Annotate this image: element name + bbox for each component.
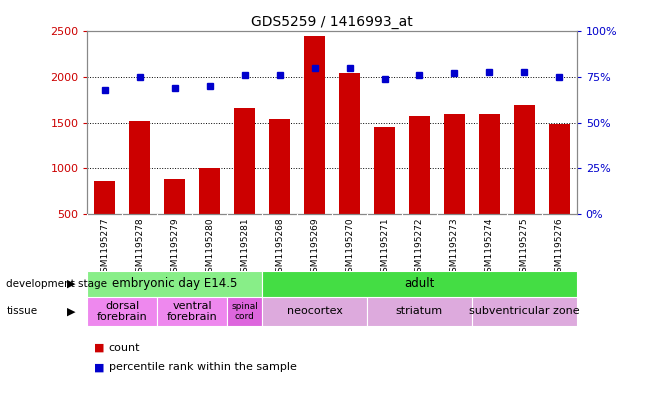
Text: spinal
cord: spinal cord — [231, 302, 258, 321]
Text: GSM1195273: GSM1195273 — [450, 217, 459, 278]
Bar — [304, 36, 325, 214]
Bar — [95, 181, 115, 214]
Text: GSM1195279: GSM1195279 — [170, 217, 179, 278]
Text: GSM1195278: GSM1195278 — [135, 217, 145, 278]
Text: GSM1195275: GSM1195275 — [520, 217, 529, 278]
Text: GSM1195280: GSM1195280 — [205, 217, 214, 278]
Text: tissue: tissue — [6, 307, 38, 316]
Bar — [472, 297, 577, 326]
Text: ■: ■ — [94, 343, 104, 353]
Text: GSM1195281: GSM1195281 — [240, 217, 249, 278]
Bar — [200, 167, 220, 214]
Text: GSM1195271: GSM1195271 — [380, 217, 389, 278]
Text: ventral
forebrain: ventral forebrain — [167, 301, 218, 322]
Bar — [130, 121, 150, 214]
Text: count: count — [109, 343, 141, 353]
Text: GSM1195274: GSM1195274 — [485, 217, 494, 277]
Text: striatum: striatum — [396, 307, 443, 316]
Bar — [87, 271, 262, 297]
Bar — [444, 114, 465, 214]
Bar — [262, 297, 367, 326]
Bar — [409, 116, 430, 214]
Title: GDS5259 / 1416993_at: GDS5259 / 1416993_at — [251, 15, 413, 29]
Bar — [262, 271, 577, 297]
Bar — [165, 180, 185, 214]
Bar — [87, 297, 157, 326]
Text: GSM1195277: GSM1195277 — [100, 217, 110, 278]
Text: adult: adult — [404, 277, 435, 290]
Bar — [157, 297, 227, 326]
Text: GSM1195269: GSM1195269 — [310, 217, 319, 278]
Bar — [374, 127, 395, 214]
Text: ■: ■ — [94, 362, 104, 373]
Text: embryonic day E14.5: embryonic day E14.5 — [112, 277, 238, 290]
Bar — [234, 108, 255, 214]
Text: percentile rank within the sample: percentile rank within the sample — [109, 362, 297, 373]
Bar — [514, 105, 535, 214]
Text: subventricular zone: subventricular zone — [469, 307, 579, 316]
Bar — [227, 297, 262, 326]
Bar — [339, 73, 360, 214]
Text: ▶: ▶ — [67, 307, 76, 316]
Bar — [367, 297, 472, 326]
Bar — [549, 124, 570, 214]
Bar — [269, 119, 290, 214]
Text: ▶: ▶ — [67, 279, 76, 289]
Text: GSM1195268: GSM1195268 — [275, 217, 284, 278]
Text: neocortex: neocortex — [286, 307, 343, 316]
Text: GSM1195270: GSM1195270 — [345, 217, 354, 278]
Bar — [479, 114, 500, 214]
Text: development stage: development stage — [6, 279, 108, 289]
Text: GSM1195272: GSM1195272 — [415, 217, 424, 277]
Text: GSM1195276: GSM1195276 — [555, 217, 564, 278]
Text: dorsal
forebrain: dorsal forebrain — [97, 301, 148, 322]
